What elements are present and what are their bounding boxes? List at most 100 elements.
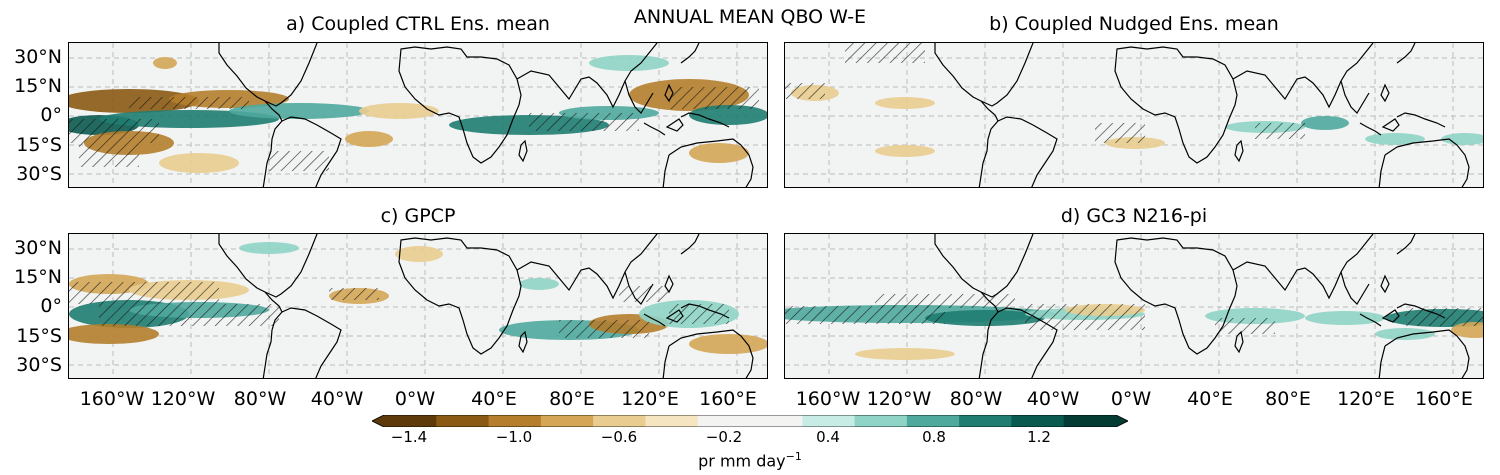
lon-label-left-40e: 40°E <box>471 388 517 410</box>
colorbar-segment-8 <box>802 415 856 427</box>
lon-label-left-0w: 0°W <box>394 388 436 410</box>
pd-coast-indonesia-2 <box>1381 309 1400 323</box>
colorbar-segment-7 <box>750 415 803 427</box>
pc-anomaly-10 <box>519 278 559 290</box>
pa-coast-central-america <box>264 100 283 122</box>
pc-coast-arabia-india <box>516 234 658 300</box>
colorbar-segment-12 <box>1011 415 1065 427</box>
lon-label-right-80w: 80°W <box>949 388 1003 410</box>
pa-hatch-5 <box>269 151 329 171</box>
pa-coast-africa <box>398 46 522 164</box>
pd-map-svg <box>785 234 1483 378</box>
pb-anomaly-7 <box>875 145 935 157</box>
lon-label-left-80e: 80°E <box>549 388 595 410</box>
colorbar <box>371 412 1129 428</box>
colorbar-segment-11 <box>959 415 1012 427</box>
lat-label-15s-top: 15°S <box>16 134 62 156</box>
pa-anomaly-13 <box>589 55 669 71</box>
lon-label-left-160w: 160°W <box>79 388 145 410</box>
pb-anomaly-4 <box>1365 133 1425 145</box>
pa-coast-south-america <box>262 116 342 187</box>
lat-label-30n-bottom: 30°N <box>14 237 62 259</box>
pc-coast-indonesia-3 <box>680 303 730 319</box>
pb-coast-japan <box>1396 43 1416 64</box>
pc-anomaly-4 <box>69 324 159 344</box>
pd-coast-se-asia <box>1340 271 1370 305</box>
colorbar-label-exponent: −1 <box>785 450 802 463</box>
pa-hatch-4 <box>79 143 139 167</box>
colorbar-segment-0 <box>384 415 437 427</box>
colorbar-segment-1 <box>436 415 490 427</box>
pa-anomaly-14 <box>153 57 177 69</box>
colorbar-segment-6 <box>697 415 751 427</box>
pa-hatch-0 <box>69 119 159 143</box>
pb-coast-indonesia-1 <box>1359 122 1382 136</box>
pb-coast-se-asia <box>1340 80 1370 114</box>
pc-coast-madagascar <box>518 330 528 354</box>
lon-label-right-80e: 80°E <box>1265 388 1311 410</box>
lon-label-right-160e: 160°E <box>1415 388 1473 410</box>
pa-coast-australia <box>662 138 754 187</box>
pd-coast-madagascar <box>1234 330 1244 354</box>
lat-label-15s-bottom: 15°S <box>16 325 62 347</box>
pd-coast-indonesia-1 <box>1359 313 1382 327</box>
pb-anomaly-3 <box>1301 116 1349 130</box>
map-panel-a <box>68 42 768 188</box>
pa-coast-indonesia-3 <box>680 112 730 128</box>
colorbar-tick-1-2: 1.2 <box>1027 428 1051 446</box>
pd-coast-philippines <box>1380 274 1390 294</box>
pa-anomaly-15 <box>345 131 393 147</box>
pd-coast-japan <box>1396 234 1416 255</box>
pc-coast-central-america <box>264 291 283 313</box>
colorbar-gradient <box>371 414 1129 428</box>
pb-hatch-2 <box>1095 123 1145 143</box>
pb-anomaly-1 <box>875 97 935 109</box>
panel-b-title: b) Coupled Nudged Ens. mean <box>989 13 1279 35</box>
pb-coast-central-america <box>980 100 999 122</box>
pb-coast-philippines <box>1380 83 1390 103</box>
pd-anomaly-7 <box>1451 322 1483 338</box>
pa-coast-japan <box>680 43 700 64</box>
colorbar-segment-9 <box>854 415 908 427</box>
pb-coast-north-america <box>934 43 1034 107</box>
pd-coast-arabia-india <box>1232 234 1374 300</box>
lon-label-right-0w: 0°W <box>1110 388 1152 410</box>
lat-label-eq-bottom: 0° <box>40 295 62 317</box>
lon-label-right-120w: 120°W <box>866 388 932 410</box>
pb-hatch-3 <box>1255 123 1305 139</box>
colorbar-segment-5 <box>645 415 699 427</box>
pc-coast-indonesia-2 <box>665 309 684 323</box>
pd-hatch-0 <box>785 306 945 324</box>
pd-coast-north-america <box>934 234 1034 298</box>
pb-coast-africa <box>1114 46 1238 164</box>
panel-d-title: d) GC3 N216-pi <box>1060 205 1208 227</box>
colorbar-segment-2 <box>488 415 542 427</box>
pc-map-svg <box>69 234 767 378</box>
pa-anomaly-12 <box>689 143 749 163</box>
pb-hatch-1 <box>785 83 825 99</box>
colorbar-extend-min <box>372 415 384 427</box>
pc-coast-se-asia <box>624 271 654 305</box>
pa-map-svg <box>69 43 767 187</box>
lat-label-eq-top: 0° <box>40 104 62 126</box>
pb-map-svg <box>785 43 1483 187</box>
pc-hatch-5 <box>669 304 729 324</box>
pb-anomaly-5 <box>1441 133 1483 145</box>
pa-hatch-1 <box>129 97 249 109</box>
pd-anomaly-9 <box>855 348 955 360</box>
lon-label-right-40e: 40°E <box>1187 388 1233 410</box>
lat-label-15n-bottom: 15°N <box>14 266 62 288</box>
pa-anomaly-7 <box>359 103 439 119</box>
pa-anomaly-6 <box>159 153 239 173</box>
pb-coast-madagascar <box>1234 139 1244 163</box>
lon-label-left-160e: 160°E <box>699 388 757 410</box>
lat-label-30s-top: 30°S <box>16 163 62 185</box>
colorbar-tick-neg0-6: −0.6 <box>600 428 638 446</box>
pd-anomaly-5 <box>1305 311 1385 325</box>
colorbar-tick-neg1-4: −1.4 <box>390 428 428 446</box>
pa-coast-indonesia-1 <box>643 122 666 136</box>
pd-hatch-2 <box>1025 304 1145 330</box>
map-panel-d <box>784 233 1484 379</box>
colorbar-tick-0-8: 0.8 <box>922 428 946 446</box>
pb-coast-indonesia-2 <box>1381 118 1400 132</box>
